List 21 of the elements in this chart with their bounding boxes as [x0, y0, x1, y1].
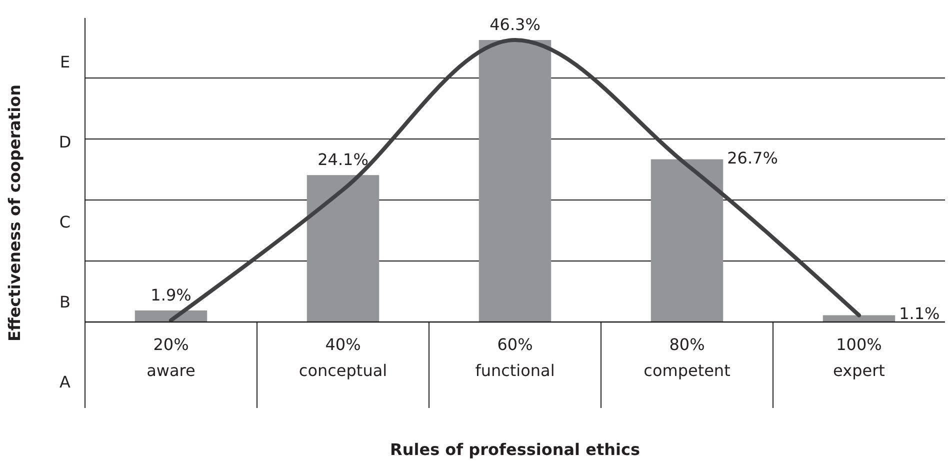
text: 1.1% — [899, 304, 940, 324]
x-axis-title: Rules of professional ethics — [390, 440, 640, 459]
text: 1.9% — [150, 285, 192, 304]
text: 26.7% — [727, 148, 778, 168]
y-axis-title: Effectiveness of cooperation — [5, 84, 24, 342]
text: 46.3% — [490, 15, 540, 34]
text: 24.1% — [318, 150, 368, 170]
x-tick-label: 100% expert — [833, 335, 885, 380]
x-tick-label: 60% functional — [475, 335, 555, 380]
text: C — [59, 212, 71, 232]
bar — [478, 40, 552, 322]
text: B — [60, 292, 70, 312]
text: A — [60, 372, 71, 392]
x-tick-label: 40% conceptual — [298, 335, 388, 380]
bar — [650, 159, 724, 322]
x-tick-label: 80% competent — [644, 335, 730, 380]
text: D — [58, 132, 72, 152]
text: E — [60, 52, 70, 72]
bar — [822, 315, 896, 322]
x-tick-label: 20% aware — [146, 335, 196, 380]
bar — [306, 175, 380, 322]
